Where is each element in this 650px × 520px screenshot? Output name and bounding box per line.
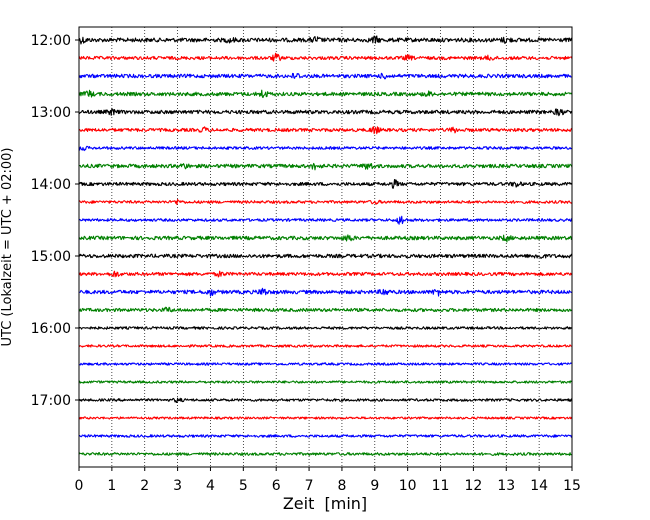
x-tick-label: 14 — [530, 478, 548, 494]
x-tick-label: 12 — [464, 478, 482, 494]
x-tick-label: 3 — [173, 478, 182, 494]
trace-line — [78, 35, 573, 45]
x-tick-label: 8 — [337, 478, 346, 494]
trace-line — [78, 107, 573, 117]
y-tick-label: 14:00 — [31, 177, 71, 193]
x-tick-label: 0 — [75, 478, 84, 494]
trace-line — [78, 162, 573, 171]
trace-line — [78, 145, 573, 152]
x-tick-label: 10 — [399, 478, 417, 494]
trace-line — [78, 126, 573, 135]
x-tick-label: 4 — [206, 478, 215, 494]
trace-line — [78, 434, 573, 438]
x-tick-label: 1 — [107, 478, 116, 494]
seismic-traces — [78, 35, 573, 456]
trace-line — [78, 306, 573, 313]
trace-line — [78, 270, 573, 278]
x-tick-label: 9 — [370, 478, 379, 494]
x-tick-label: 13 — [497, 478, 515, 494]
trace-line — [78, 287, 573, 297]
trace-line — [78, 326, 573, 330]
x-axis: 0 1 2 3 4 5 6 7 8 9 10 11 12 13 14 15 — [75, 467, 581, 494]
y-tick-label: 13:00 — [31, 105, 71, 121]
x-tick-label: 15 — [563, 478, 581, 494]
y-axis-label: UTC (Lokalzeit = UTC + 02:00) — [0, 148, 15, 347]
plot-frame — [78, 26, 573, 468]
y-tick-label: 17:00 — [31, 393, 71, 409]
x-tick-label: 11 — [432, 478, 450, 494]
trace-line — [78, 344, 573, 348]
x-tick-label: 7 — [305, 478, 314, 494]
trace-line — [78, 362, 573, 366]
y-tick-label: 15:00 — [31, 249, 71, 265]
trace-line — [78, 253, 573, 259]
trace-line — [78, 452, 573, 456]
x-tick-label: 2 — [140, 478, 149, 494]
trace-line — [78, 179, 573, 189]
trace-line — [78, 416, 573, 420]
x-tick-label: 5 — [239, 478, 248, 494]
trace-line — [78, 380, 573, 384]
trace-line — [78, 397, 573, 403]
grid-lines — [111, 27, 540, 467]
x-axis-label: Zeit [min] — [283, 494, 367, 513]
trace-line — [78, 198, 573, 206]
trace-line — [78, 215, 573, 225]
y-tick-label: 16:00 — [31, 321, 71, 337]
y-axis: 12:00 13:00 14:00 15:00 16:00 17:00 — [31, 33, 79, 409]
trace-line — [78, 52, 573, 62]
plot-area-background — [79, 27, 572, 467]
trace-line — [78, 89, 573, 99]
trace-line — [78, 234, 573, 243]
trace-line — [78, 72, 573, 80]
x-tick-label: 6 — [272, 478, 281, 494]
y-tick-label: 12:00 — [31, 33, 71, 49]
